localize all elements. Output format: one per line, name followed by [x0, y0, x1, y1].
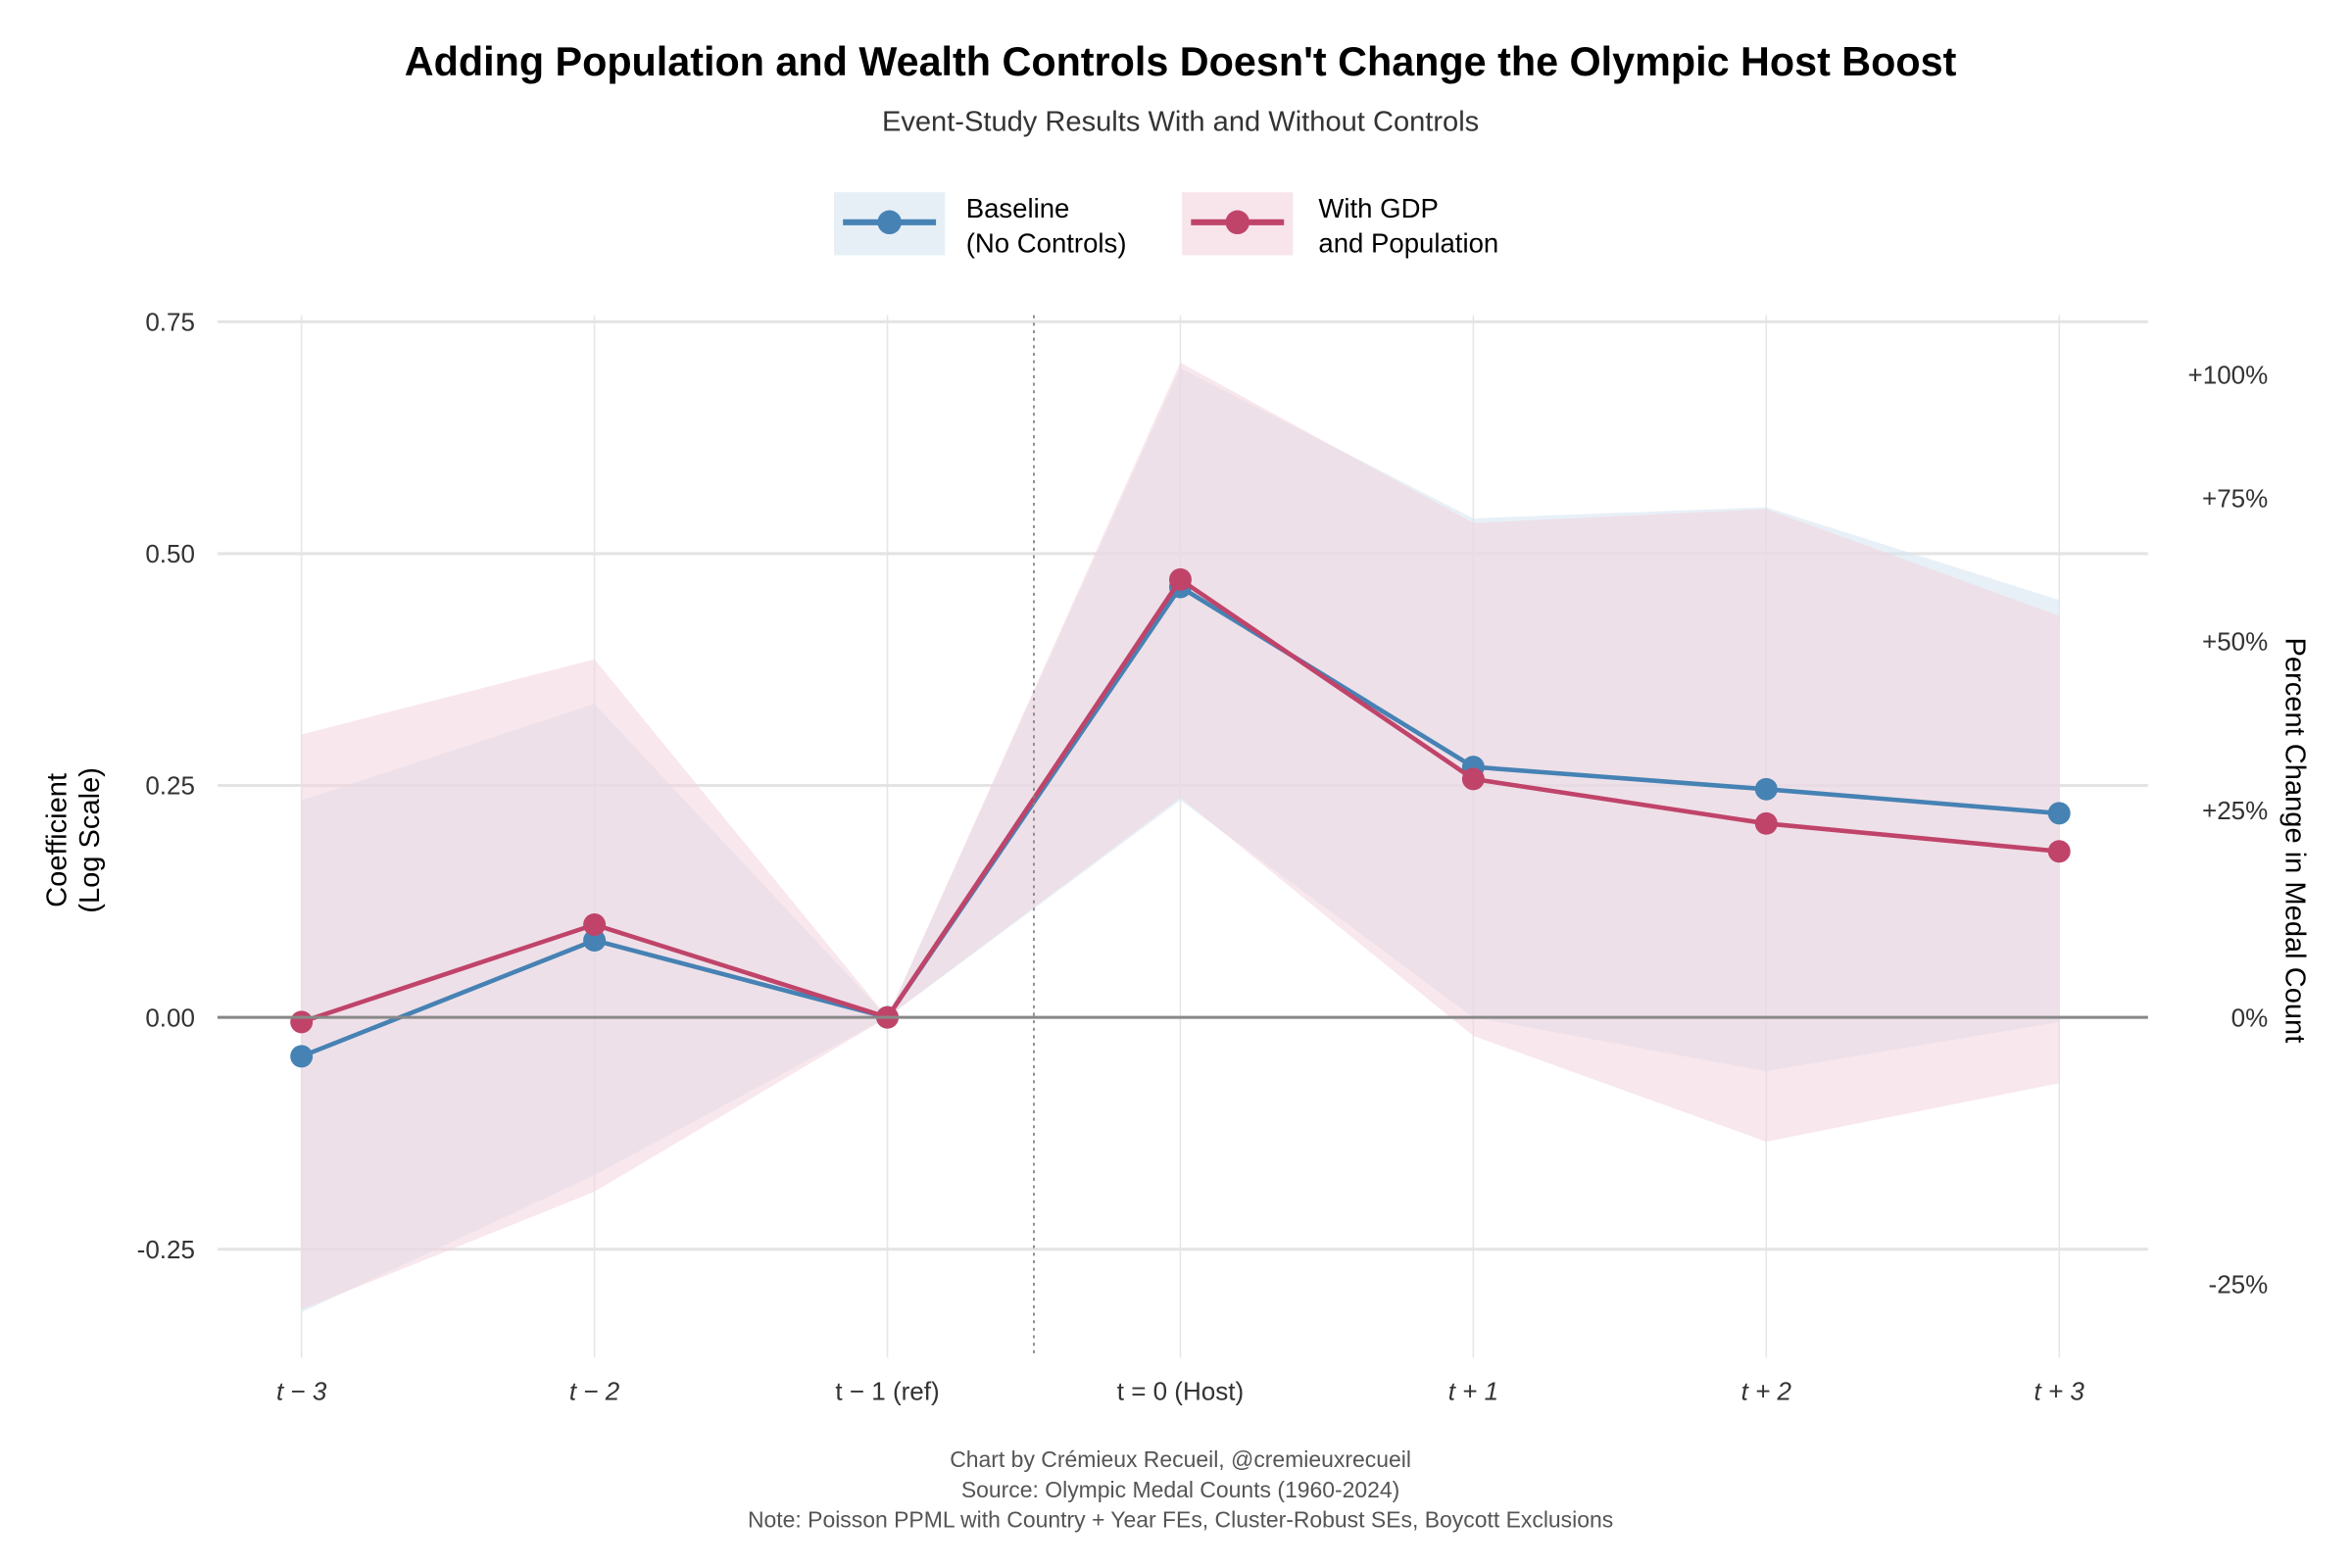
legend-label-1-line1: With GDP [1318, 193, 1438, 223]
legend-label-1-line2: and Population [1318, 227, 1498, 258]
y-tick-label: -0.25 [137, 1235, 195, 1264]
caption-line-2: Source: Olympic Medal Counts (1960-2024) [961, 1477, 1400, 1502]
x-tick-label: t − 2 [569, 1376, 620, 1405]
legend-marker-1 [1225, 210, 1250, 235]
y-tick-label: 0.25 [145, 771, 195, 801]
axes: t − 3 t − 2 t − 1 (ref) t = 0 (Host) t + 1 t … [137, 307, 2269, 1405]
right-tick-label: +75% [2202, 484, 2268, 514]
confidence-bands [301, 362, 2060, 1313]
right-tick-label: 0% [2231, 1003, 2269, 1032]
data-point-series-0 [583, 929, 607, 953]
legend-label-0-line2: (No Controls) [966, 227, 1127, 258]
right-tick-label: +100% [2188, 360, 2269, 389]
legend-marker-0 [877, 210, 902, 235]
confidence-band-series-1 [301, 362, 2060, 1310]
y-axis-label-line2: (Log Scale) [74, 767, 106, 913]
data-point-series-0 [1754, 777, 1778, 801]
x-tick-label: t + 3 [2034, 1376, 2085, 1405]
right-tick-label: +50% [2202, 627, 2268, 657]
data-point-series-1 [1168, 567, 1192, 591]
data-point-series-1 [1461, 767, 1485, 791]
legend-label-0-line1: Baseline [966, 193, 1070, 223]
x-tick-label: t − 1 (ref) [835, 1376, 939, 1405]
caption-line-1: Chart by Crémieux Recueil, @cremieuxrecu… [950, 1446, 1411, 1472]
legend: Baseline (No Controls) With GDP and Populat… [834, 192, 1498, 258]
data-point-series-0 [2047, 802, 2071, 825]
y-tick-label: 0.50 [145, 539, 195, 568]
data-point-series-1 [290, 1010, 314, 1034]
chart-title: Adding Population and Wealth Controls Do… [405, 39, 1957, 84]
data-point-series-1 [583, 913, 607, 936]
caption-line-3: Note: Poisson PPML with Country + Year F… [748, 1506, 1613, 1532]
x-tick-label: t + 2 [1741, 1376, 1792, 1405]
y-tick-label: 0.75 [145, 307, 195, 336]
chart-subtitle: Event-Study Results With and Without Con… [882, 106, 1479, 137]
right-axis-label: Percent Change in Medal Count [2279, 637, 2311, 1043]
right-tick-label: -25% [2209, 1270, 2269, 1299]
x-tick-label: t + 1 [1448, 1376, 1498, 1405]
y-tick-label: 0.00 [145, 1003, 195, 1032]
y-axis-label-line1: Coefficient [41, 773, 73, 907]
data-point-series-1 [2047, 840, 2071, 863]
right-tick-label: +25% [2202, 796, 2268, 825]
x-tick-label: t = 0 (Host) [1117, 1376, 1244, 1405]
x-tick-label: t − 3 [276, 1376, 327, 1405]
data-point-series-0 [290, 1045, 314, 1068]
data-point-series-1 [1754, 811, 1778, 835]
